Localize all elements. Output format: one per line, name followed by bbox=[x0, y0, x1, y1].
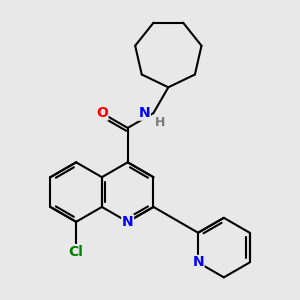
Text: N: N bbox=[122, 215, 134, 229]
Text: Cl: Cl bbox=[69, 244, 84, 259]
Text: N: N bbox=[192, 256, 204, 269]
Text: O: O bbox=[96, 106, 108, 120]
Text: N: N bbox=[139, 106, 150, 120]
Text: H: H bbox=[154, 116, 165, 129]
